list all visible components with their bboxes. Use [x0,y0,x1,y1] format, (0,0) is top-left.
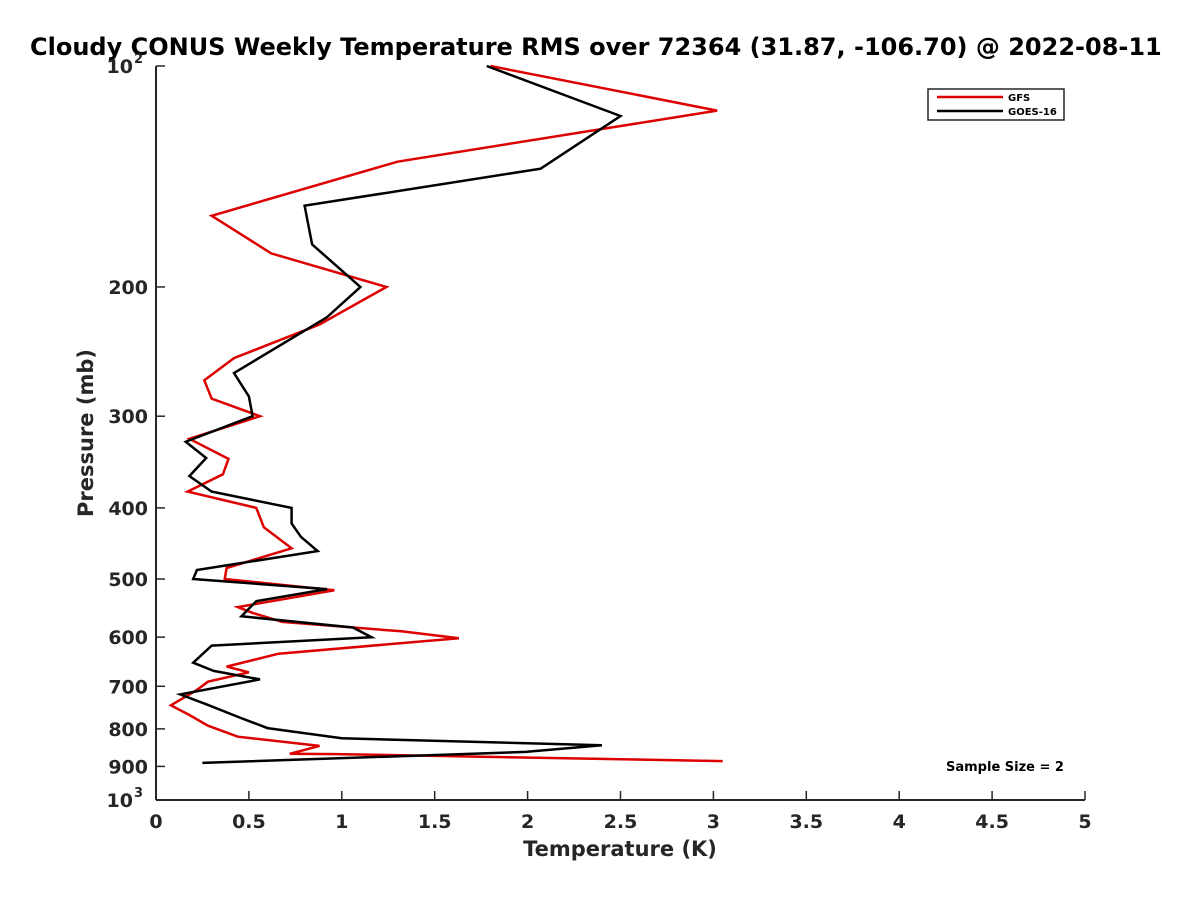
x-tick-label: 2.5 [604,811,638,833]
series-line-goes16 [175,64,624,765]
x-tick-label: 5 [1078,811,1091,833]
x-tick-label: 3 [707,811,720,833]
legend-box [927,88,1065,121]
y-tick-label: 600 [108,627,148,649]
y-tick-exponent: 2 [134,52,143,67]
y-tick-label: 10 [107,56,133,78]
x-tick-label: 3.5 [789,811,823,833]
y-tick-label: 10 [107,790,133,812]
x-tick-label: 0 [149,811,162,833]
plot-area [155,66,1085,801]
y-tick-label: 900 [108,756,148,778]
series-line-gfs [168,64,723,763]
y-tick-label: 500 [108,569,148,591]
y-tick-label: 800 [108,719,148,741]
y-tick-label: 200 [108,277,148,299]
legend-label-gfs: GFS [1008,93,1030,104]
y-tick-label: 300 [108,406,148,428]
x-tick-label: 4.5 [975,811,1009,833]
sample-size-annotation: Sample Size = 2 [946,760,1064,775]
y-tick-exponent: 3 [134,786,143,801]
y-tick-label: 700 [108,676,148,698]
x-tick-label: 0.5 [232,811,266,833]
series-layer [168,64,723,765]
legend-label-goes16: GOES-16 [1008,107,1057,118]
x-tick-label: 4 [893,811,906,833]
x-tick-label: 2 [521,811,534,833]
x-axis-label: Temperature (K) [523,837,717,861]
legend: GFS GOES-16 [927,88,1065,121]
chart-title: Cloudy CONUS Weekly Temperature RMS over… [30,33,1162,61]
x-ticks: 0 0.5 1 1.5 2 2.5 3 3.5 4 4.5 5 [149,791,1092,833]
x-tick-label: 1 [335,811,348,833]
y-tick-label: 400 [108,498,148,520]
x-tick-label: 1.5 [418,811,452,833]
y-axis-label: Pressure (mb) [74,349,98,517]
